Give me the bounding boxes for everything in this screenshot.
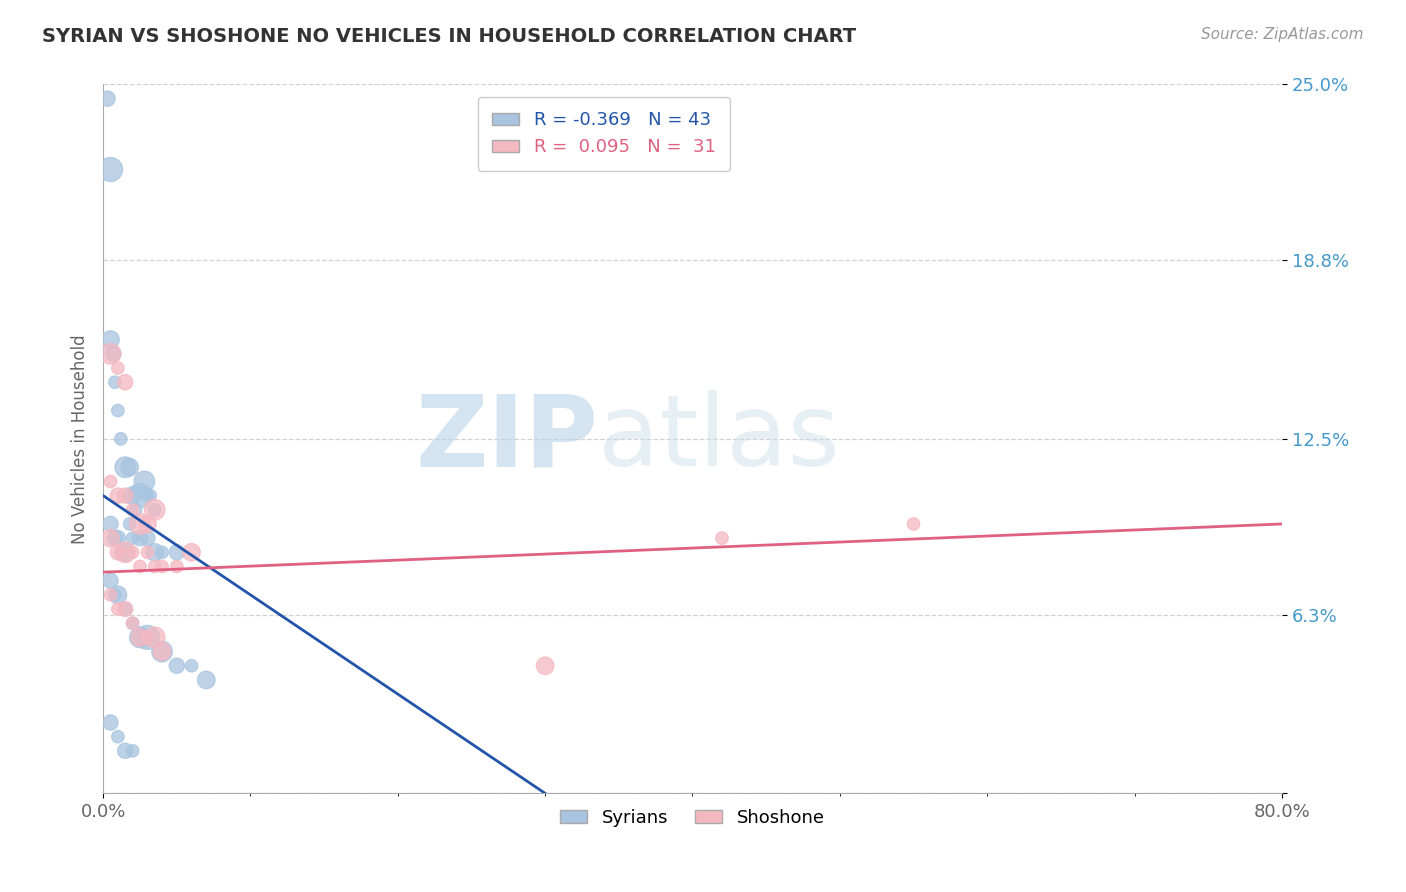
Point	[139, 489, 162, 503]
Point	[180, 545, 202, 559]
Point	[143, 545, 166, 559]
Point	[100, 475, 122, 489]
Point	[100, 333, 122, 347]
Point	[100, 574, 122, 588]
Point	[114, 460, 136, 475]
Point	[150, 545, 173, 559]
Point	[143, 559, 166, 574]
Point	[118, 516, 141, 531]
Legend: Syrians, Shoshone: Syrians, Shoshone	[553, 802, 832, 834]
Point	[195, 673, 218, 687]
Point	[134, 475, 156, 489]
Point	[100, 715, 122, 730]
Point	[903, 516, 925, 531]
Point	[114, 489, 136, 503]
Point	[114, 545, 136, 559]
Point	[136, 516, 159, 531]
Point	[121, 489, 143, 503]
Point	[100, 588, 122, 602]
Point	[114, 545, 136, 559]
Point	[110, 545, 132, 559]
Point	[100, 347, 122, 361]
Point	[96, 92, 118, 106]
Point	[136, 545, 159, 559]
Point	[110, 432, 132, 446]
Text: ZIP: ZIP	[415, 391, 598, 487]
Text: Source: ZipAtlas.com: Source: ZipAtlas.com	[1201, 27, 1364, 42]
Point	[107, 531, 129, 545]
Point	[136, 631, 159, 645]
Point	[710, 531, 733, 545]
Point	[129, 531, 152, 545]
Point	[107, 588, 129, 602]
Point	[121, 744, 143, 758]
Point	[150, 559, 173, 574]
Point	[103, 347, 125, 361]
Text: atlas: atlas	[598, 391, 839, 487]
Point	[534, 658, 557, 673]
Point	[107, 489, 129, 503]
Point	[100, 516, 122, 531]
Y-axis label: No Vehicles in Household: No Vehicles in Household	[72, 334, 89, 544]
Point	[129, 516, 152, 531]
Point	[166, 658, 188, 673]
Point	[129, 559, 152, 574]
Point	[124, 503, 146, 517]
Point	[104, 375, 127, 389]
Point	[107, 602, 129, 616]
Text: SYRIAN VS SHOSHONE NO VEHICLES IN HOUSEHOLD CORRELATION CHART: SYRIAN VS SHOSHONE NO VEHICLES IN HOUSEH…	[42, 27, 856, 45]
Point	[129, 631, 152, 645]
Point	[100, 531, 122, 545]
Point	[107, 361, 129, 376]
Point	[104, 531, 127, 545]
Point	[129, 489, 152, 503]
Point	[121, 616, 143, 631]
Point	[150, 644, 173, 658]
Point	[121, 531, 143, 545]
Point	[129, 631, 152, 645]
Point	[143, 631, 166, 645]
Point	[107, 730, 129, 744]
Point	[136, 489, 159, 503]
Point	[121, 545, 143, 559]
Point	[114, 602, 136, 616]
Point	[180, 658, 202, 673]
Point	[100, 162, 122, 177]
Point	[143, 503, 166, 517]
Point	[121, 503, 143, 517]
Point	[136, 631, 159, 645]
Point	[114, 602, 136, 616]
Point	[143, 503, 166, 517]
Point	[107, 545, 129, 559]
Point	[114, 744, 136, 758]
Point	[166, 559, 188, 574]
Point	[114, 375, 136, 389]
Point	[121, 616, 143, 631]
Point	[107, 403, 129, 417]
Point	[118, 460, 141, 475]
Point	[104, 588, 127, 602]
Point	[136, 531, 159, 545]
Point	[150, 644, 173, 658]
Point	[166, 545, 188, 559]
